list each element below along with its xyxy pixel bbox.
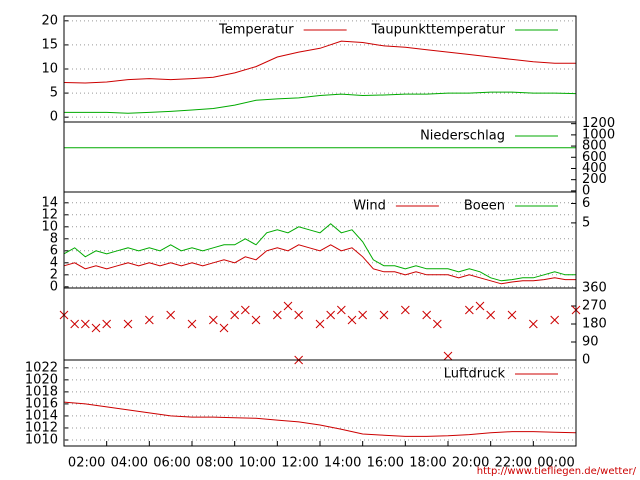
y2-tick-label: 90 — [582, 335, 599, 350]
direction-marker — [144, 315, 154, 325]
y-tick-label: 1022 — [25, 360, 58, 375]
legend-label: Boeen — [464, 199, 505, 214]
panel-frame — [63, 359, 577, 447]
y-tick-label: 0 — [50, 110, 58, 125]
direction-marker — [336, 305, 346, 315]
y-tick-label: 12 — [41, 207, 58, 222]
y2-tick-label: 1000 — [582, 127, 615, 142]
y-tick-label: 1012 — [25, 420, 58, 435]
y-tick-label: 1020 — [25, 372, 58, 387]
direction-marker — [347, 315, 357, 325]
x-tick-label: 12:00 — [281, 456, 318, 471]
direction-marker — [315, 319, 325, 329]
x-tick-label: 20:00 — [452, 456, 489, 471]
direction-marker — [358, 310, 368, 320]
y-tick-label: 10 — [41, 62, 58, 77]
x-tick-label: 00:00 — [537, 456, 574, 471]
direction-marker — [379, 310, 389, 320]
direction-marker — [443, 351, 453, 361]
direction-marker — [272, 310, 282, 320]
data-line — [63, 223, 576, 282]
direction-marker — [486, 310, 496, 320]
y2-tick-label: 600 — [582, 150, 607, 165]
y-tick-label: 1018 — [25, 384, 58, 399]
direction-marker — [294, 310, 304, 320]
direction-marker — [550, 315, 560, 325]
y-tick-label: 5 — [50, 86, 58, 101]
direction-marker — [283, 301, 293, 311]
direction-marker — [240, 305, 250, 315]
y2-tick-label: 180 — [582, 317, 607, 332]
direction-marker — [422, 310, 432, 320]
y2-tick-label: 200 — [582, 172, 607, 187]
legend-label: Temperatur — [218, 23, 294, 38]
direction-marker — [251, 315, 261, 325]
y-tick-label: 4 — [50, 255, 58, 270]
x-tick-label: 22:00 — [495, 456, 532, 471]
direction-marker — [187, 319, 197, 329]
direction-marker — [326, 310, 336, 320]
source-url: http://www.tiefliegen.de/wetter/ — [477, 466, 637, 477]
y-tick-label: 1014 — [25, 408, 58, 423]
y-tick-label: 2 — [50, 267, 58, 282]
y-tick-label: 20 — [41, 13, 58, 28]
direction-marker — [400, 305, 410, 315]
x-tick-label: 02:00 — [68, 456, 105, 471]
legend-label: Niederschlag — [420, 129, 505, 144]
legend-label: Taupunkttemperatur — [371, 23, 506, 38]
x-tick-label: 06:00 — [153, 456, 190, 471]
y-tick-label: 0 — [50, 279, 58, 294]
y2-tick-label: 5 — [582, 215, 590, 230]
y-tick-label: 1016 — [25, 396, 58, 411]
direction-marker — [219, 323, 229, 333]
direction-marker — [464, 305, 474, 315]
y2-tick-label: 1200 — [582, 116, 615, 131]
x-tick-label: 16:00 — [367, 456, 404, 471]
direction-marker — [507, 310, 517, 320]
y2-tick-label: 0 — [582, 353, 590, 368]
x-tick-label: 08:00 — [196, 456, 233, 471]
direction-marker — [80, 319, 90, 329]
y2-tick-label: 6 — [582, 196, 590, 211]
legend-label: Wind — [353, 199, 386, 214]
y2-tick-label: 360 — [582, 281, 607, 296]
y-tick-label: 8 — [50, 231, 58, 246]
direction-marker — [91, 323, 101, 333]
direction-marker — [475, 301, 485, 311]
x-tick-label: 04:00 — [111, 456, 148, 471]
y-tick-label: 6 — [50, 243, 58, 258]
direction-marker — [528, 319, 538, 329]
x-tick-label: 18:00 — [409, 456, 446, 471]
data-line — [63, 40, 576, 84]
direction-marker — [70, 319, 80, 329]
direction-marker — [166, 310, 176, 320]
legend-label: Luftdruck — [444, 367, 506, 382]
y2-tick-label: 0 — [582, 183, 590, 198]
y2-tick-label: 400 — [582, 161, 607, 176]
data-line — [64, 91, 577, 114]
x-tick-label: 14:00 — [324, 456, 361, 471]
y-tick-label: 10 — [41, 219, 58, 234]
y2-tick-label: 800 — [582, 139, 607, 154]
y-tick-label: 15 — [41, 37, 58, 52]
x-tick-label: 10:00 — [239, 456, 276, 471]
data-line — [63, 401, 577, 437]
y2-tick-label: 270 — [582, 299, 607, 314]
direction-marker — [230, 310, 240, 320]
direction-marker — [102, 319, 112, 329]
y-tick-label: 1010 — [25, 432, 58, 447]
direction-marker — [123, 319, 133, 329]
y-tick-label: 14 — [41, 195, 58, 210]
direction-marker — [432, 319, 442, 329]
direction-marker — [208, 315, 218, 325]
data-line — [63, 244, 576, 285]
